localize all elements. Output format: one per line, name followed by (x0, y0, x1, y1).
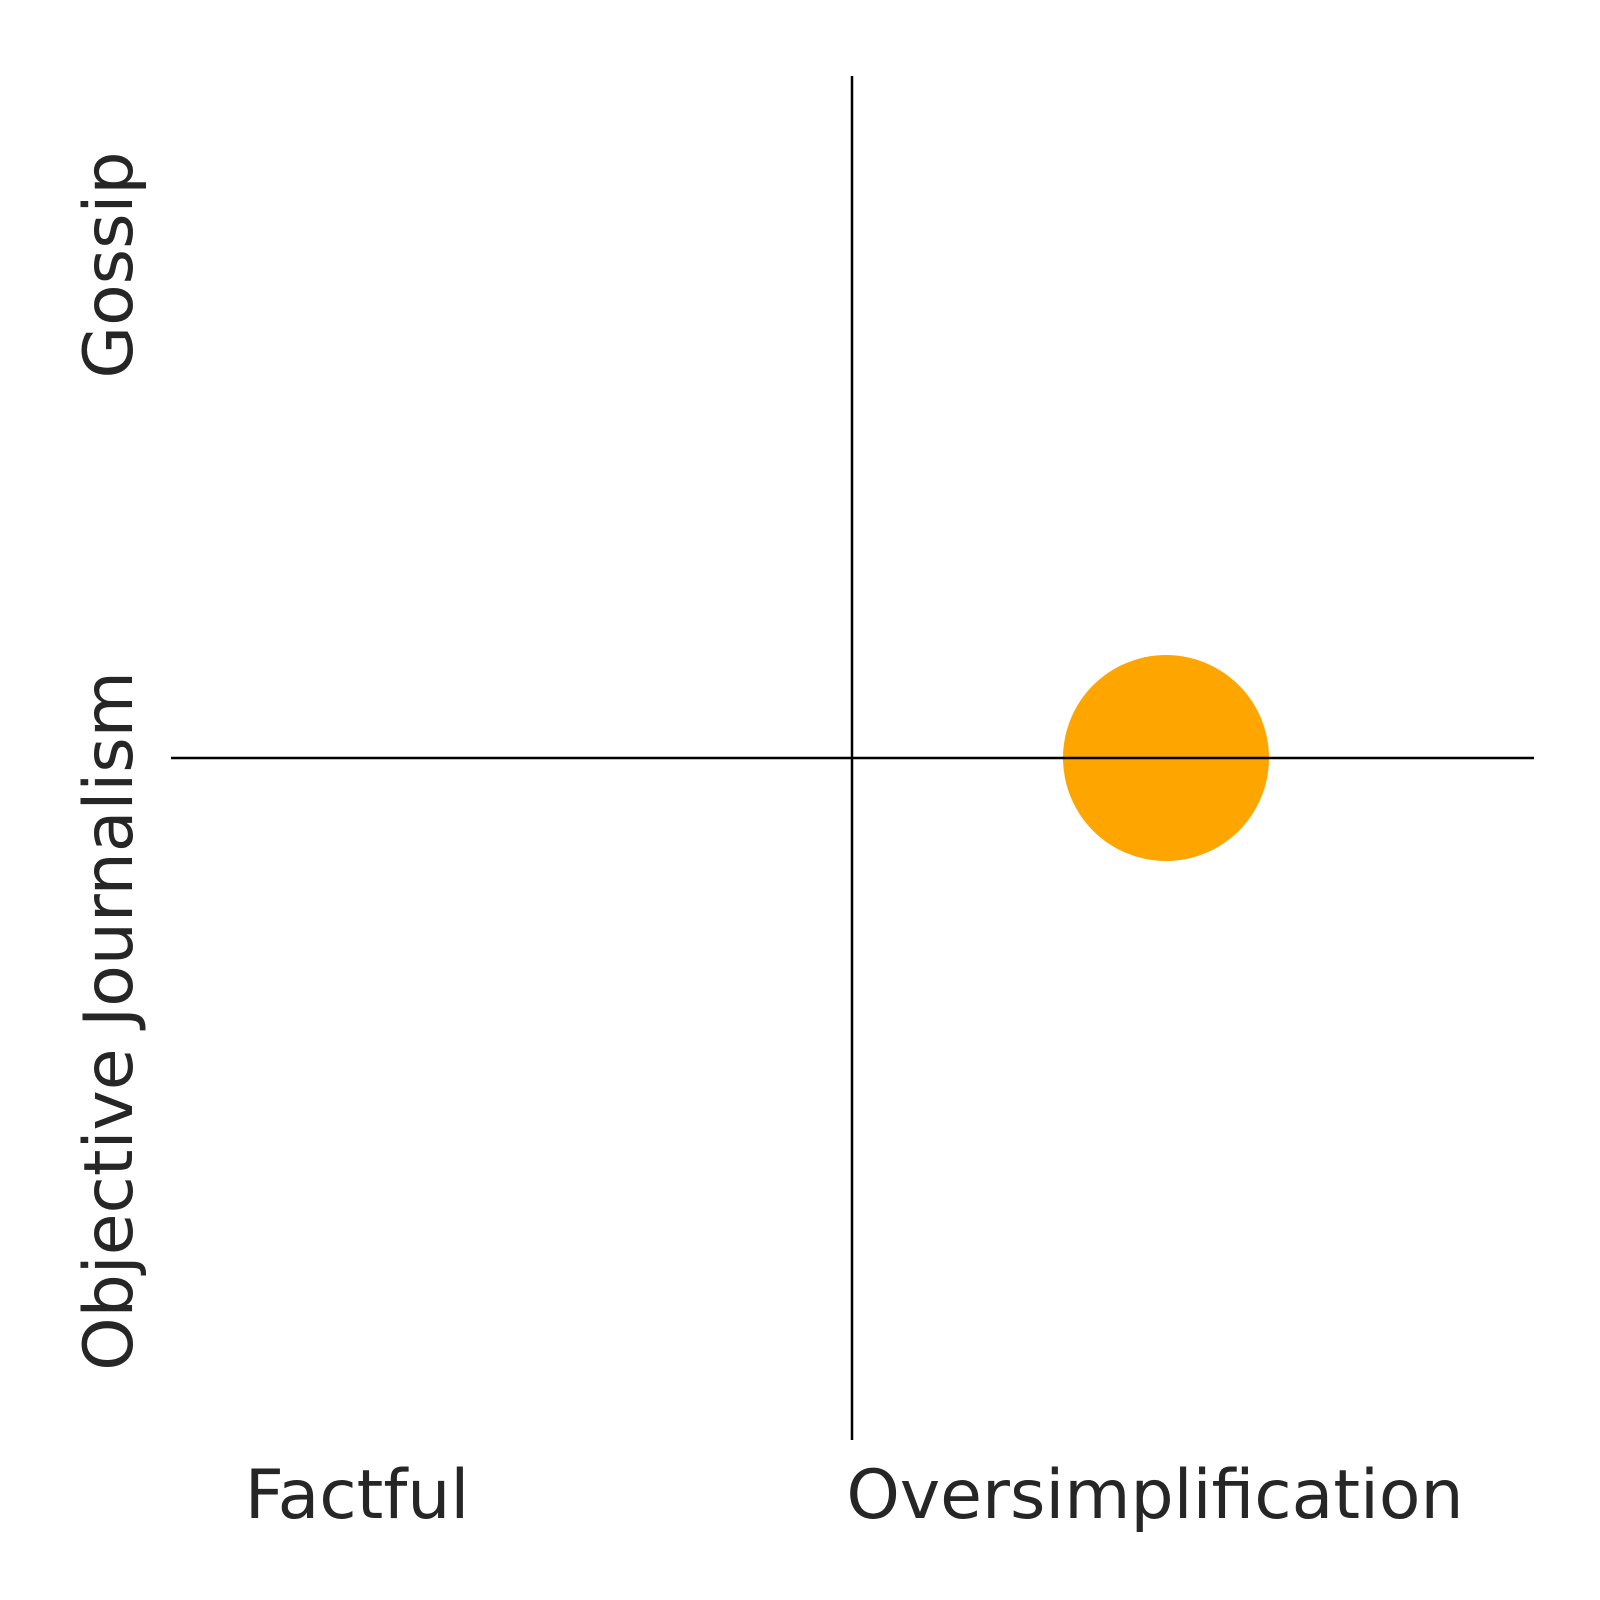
x-negative-label: Factful (245, 1456, 470, 1535)
y-negative-label: Objective Journalism (70, 671, 149, 1371)
y-positive-label: Gossip (70, 151, 149, 378)
x-positive-label: Oversimplification (846, 1456, 1463, 1535)
